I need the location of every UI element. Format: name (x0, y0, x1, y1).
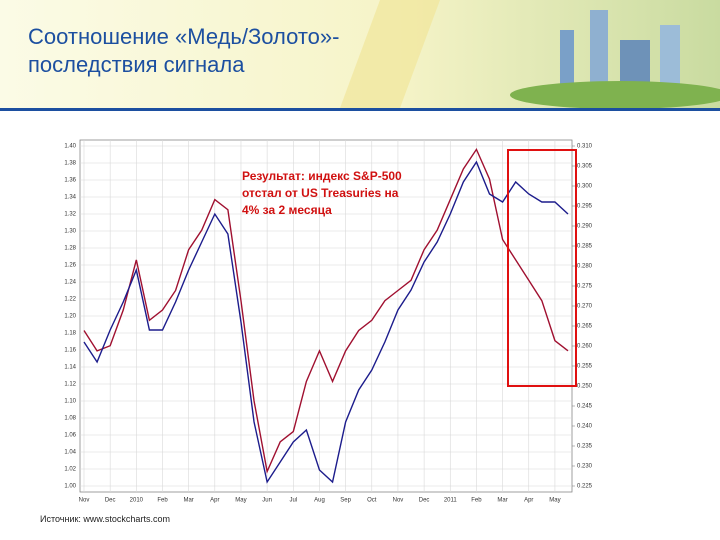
x-tick-label: Nov (79, 498, 90, 504)
y2-tick-label: 0.235 (577, 444, 593, 450)
y-tick-label: 1.40 (64, 144, 76, 150)
x-tick-label: Nov (393, 498, 404, 504)
header-stripe (340, 0, 440, 108)
x-tick-label: May (549, 498, 560, 504)
annotation: 4% за 2 месяца (242, 203, 332, 217)
y2-tick-label: 0.270 (577, 304, 593, 310)
y-tick-label: 1.22 (64, 297, 76, 303)
x-tick-label: Feb (471, 498, 482, 504)
plot: 1.00 1.02 1.04 1.06 1.08 1.10 1.12 1.14 1.16 1.18… (64, 140, 593, 504)
y2-tick-label: 0.285 (577, 244, 593, 250)
y-tick-label: 1.00 (64, 484, 76, 490)
y2-tick-label: 0.300 (577, 184, 593, 190)
header-illustration (510, 10, 720, 109)
x-tick-label: Jun (262, 498, 272, 504)
annotation: отстал от US Treasuries на (242, 186, 399, 200)
y2-tick-label: 0.230 (577, 464, 593, 470)
y2-tick-label: 0.240 (577, 424, 593, 430)
annotation: Результат: индекс S&P-500 (242, 169, 402, 183)
y-tick-label: 1.36 (64, 178, 76, 184)
y-tick-label: 1.06 (64, 433, 76, 439)
y-tick-label: 1.02 (64, 467, 76, 473)
y-tick-label: 1.18 (64, 331, 76, 337)
series-line (83, 160, 569, 484)
y2-tick-label: 0.295 (577, 204, 593, 210)
y-tick-label: 1.38 (64, 161, 76, 167)
y-tick-label: 1.12 (64, 382, 76, 388)
y2-tick-label: 0.260 (577, 344, 593, 350)
x-tick-label: Dec (105, 498, 116, 504)
y-tick-label: 1.34 (64, 195, 76, 201)
y2-tick-label: 0.255 (577, 364, 593, 370)
x-tick-label: Oct (367, 498, 377, 504)
y2-tick-label: 0.265 (577, 324, 593, 330)
y2-tick-label: 0.280 (577, 264, 593, 270)
y-tick-label: 1.08 (64, 416, 76, 422)
y2-tick-label: 0.225 (577, 484, 593, 490)
y-tick-label: 1.28 (64, 246, 76, 252)
x-tick-label: Feb (157, 498, 168, 504)
y-tick-label: 1.10 (64, 399, 76, 405)
y-tick-label: 1.32 (64, 212, 76, 218)
x-tick-label: Aug (314, 498, 325, 504)
x-tick-label: Jul (289, 498, 297, 504)
y-tick-label: 1.20 (64, 314, 76, 320)
x-tick-label: Mar (183, 498, 193, 504)
y-tick-label: 1.04 (64, 450, 76, 456)
y2-tick-label: 0.305 (577, 164, 593, 170)
y-tick-label: 1.24 (64, 280, 76, 286)
y2-tick-label: 0.310 (577, 144, 593, 150)
y-tick-label: 1.14 (64, 365, 76, 371)
x-tick-label: 2011 (444, 498, 458, 504)
x-tick-label: Dec (419, 498, 430, 504)
x-tick-label: Mar (497, 498, 507, 504)
y2-tick-label: 0.290 (577, 224, 593, 230)
x-tick-label: May (235, 498, 246, 504)
slide-title: последствия сигнала (28, 52, 245, 77)
x-tick-label: Apr (524, 498, 533, 504)
x-tick-label: 2010 (130, 498, 144, 504)
y2-tick-label: 0.275 (577, 284, 593, 290)
y-tick-label: 1.30 (64, 229, 76, 235)
y2-tick-label: 0.250 (577, 384, 593, 390)
highlight-box (507, 149, 577, 387)
series-line (83, 147, 569, 474)
y2-tick-label: 0.245 (577, 404, 593, 410)
slide-title: Соотношение «Медь/Золото»- (28, 24, 339, 49)
source: Источник: www.stockcharts.com (40, 514, 170, 524)
x-tick-label: Apr (210, 498, 219, 504)
x-tick-label: Sep (340, 498, 351, 504)
y-tick-label: 1.26 (64, 263, 76, 269)
y-tick-label: 1.16 (64, 348, 76, 354)
header-rule (0, 108, 720, 111)
